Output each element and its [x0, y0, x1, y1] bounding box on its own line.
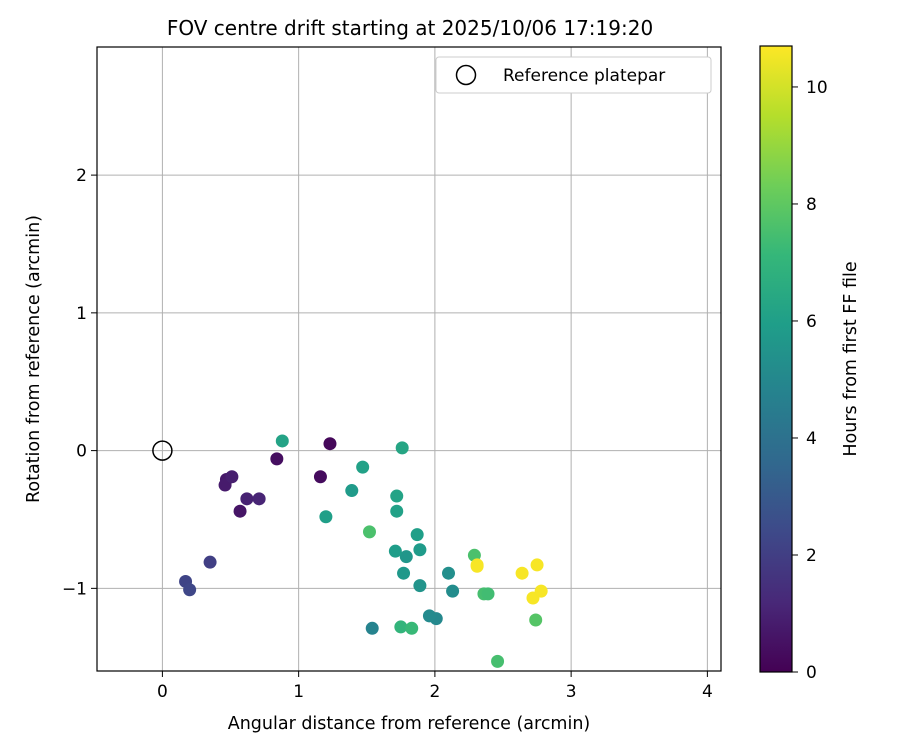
colorbar-tick-label: 8: [806, 195, 817, 215]
colorbar-frame: [759, 45, 793, 673]
data-point: [390, 489, 404, 503]
y-tick-label: 0: [76, 442, 87, 462]
data-point: [203, 555, 217, 569]
data-point: [240, 492, 254, 506]
legend-box: [435, 56, 712, 94]
data-point: [394, 620, 408, 634]
y-axis-label: Rotation from reference (arcmin): [24, 215, 44, 503]
data-point: [388, 544, 402, 558]
colorbar-tick-label: 4: [806, 429, 817, 449]
data-point: [491, 654, 505, 668]
data-point: [442, 566, 456, 580]
y-axis-ticks: −1 0 1 2: [62, 166, 97, 599]
x-tick-label: 0: [157, 682, 168, 702]
x-axis-ticks: 0 1 2 3 4: [157, 671, 713, 702]
data-point: [313, 470, 327, 484]
data-point: [397, 566, 411, 580]
data-point: [481, 587, 495, 601]
data-point: [515, 566, 529, 580]
x-tick-label: 3: [566, 682, 577, 702]
data-point: [410, 528, 424, 542]
colorbar-tick-label: 10: [806, 78, 828, 98]
legend-marker: [455, 64, 477, 86]
data-point: [356, 460, 370, 474]
data-point: [323, 437, 337, 451]
data-point: [413, 543, 427, 557]
colorbar-ticks: 0 2 4 6 8 10: [792, 78, 828, 683]
colorbar-tick-label: 0: [806, 663, 817, 683]
grid-lines: [97, 47, 721, 671]
data-point: [252, 492, 266, 506]
plot-area: 0 1 2 3 4 −1 0 1 2: [62, 46, 722, 702]
data-point: [534, 584, 548, 598]
y-tick-label: 1: [76, 304, 87, 324]
data-point: [365, 621, 379, 635]
data-point: [422, 609, 436, 623]
data-point: [399, 550, 413, 564]
chart-title: FOV centre drift starting at 2025/10/06 …: [167, 16, 653, 40]
data-point: [270, 452, 284, 466]
data-point: [529, 613, 543, 627]
data-point: [395, 441, 409, 455]
legend: Reference platepar: [435, 56, 712, 94]
plot-background: [97, 47, 721, 671]
data-point: [446, 584, 460, 598]
data-point: [183, 583, 197, 597]
data-point: [319, 510, 333, 524]
x-tick-label: 1: [293, 682, 304, 702]
data-point: [275, 434, 289, 448]
x-tick-label: 4: [702, 682, 713, 702]
x-axis-label: Angular distance from reference (arcmin): [228, 714, 591, 734]
data-point: [405, 621, 419, 635]
x-tick-label: 2: [429, 682, 440, 702]
data-point: [530, 558, 544, 572]
legend-label: Reference platepar: [503, 66, 665, 86]
data-points: [179, 434, 548, 668]
data-point: [470, 558, 484, 572]
data-point: [413, 579, 427, 593]
colorbar-tick-label: 2: [806, 546, 817, 566]
colorbar-label: Hours from first FF file: [841, 261, 861, 456]
data-point: [390, 504, 404, 518]
plot-frame: [96, 46, 722, 672]
colorbar: 0 2 4 6 8 10 Hours from first FF file: [759, 45, 861, 683]
colorbar-tick-label: 6: [806, 312, 817, 332]
y-tick-label: −1: [62, 579, 87, 599]
reference-point-marker: [152, 440, 173, 461]
data-point: [362, 525, 376, 539]
data-point: [345, 484, 359, 498]
colorbar-gradient: [760, 46, 792, 672]
y-tick-label: 2: [76, 166, 87, 186]
data-point: [233, 504, 247, 518]
data-point: [225, 470, 239, 484]
